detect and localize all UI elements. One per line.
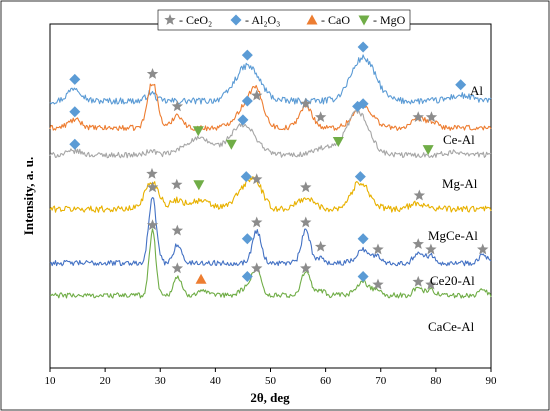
- legend-box: [157, 9, 411, 31]
- triangle-down-marker: [332, 137, 344, 147]
- star-marker: [171, 224, 184, 236]
- diamond-marker: [241, 233, 253, 245]
- star-marker: [171, 262, 184, 274]
- diamond-marker: [455, 79, 467, 91]
- series-label-al: Al: [470, 83, 483, 98]
- x-tick-label: 60: [320, 375, 332, 387]
- x-tick-label: 80: [430, 375, 442, 387]
- x-tick-label: 40: [210, 375, 222, 387]
- star-marker: [146, 68, 159, 79]
- series-trace-ce20-al: [49, 197, 492, 267]
- star-marker: [412, 111, 424, 123]
- legend-label: - Al₂O₃: [245, 13, 280, 27]
- star-marker: [146, 219, 159, 231]
- diamond-marker: [357, 41, 369, 53]
- diamond-marker: [241, 49, 253, 61]
- x-tick-label: 10: [45, 375, 57, 387]
- star-marker: [413, 189, 426, 201]
- legend: - CeO₂ - Al₂O₃ - CaO - MgO: [157, 9, 411, 31]
- star-marker: [300, 216, 312, 228]
- x-tick-label: 20: [100, 375, 112, 387]
- star-marker: [300, 181, 312, 193]
- series-label-cace-al: CaCe-Al: [428, 319, 475, 334]
- star-marker: [251, 173, 263, 185]
- star-marker: [425, 111, 438, 123]
- legend-star-icon: [164, 14, 176, 25]
- star-marker: [477, 243, 489, 255]
- star-marker: [372, 278, 384, 290]
- star-marker: [314, 111, 327, 123]
- star-marker: [251, 216, 263, 228]
- series-trace-ce-al: [49, 83, 492, 132]
- series-trace-mg-al: [49, 109, 492, 159]
- series-trace-mgce-al: [49, 176, 492, 213]
- legend-label: - CeO₂: [179, 13, 212, 27]
- legend-triangle-down-icon: [358, 15, 370, 26]
- traces: [49, 54, 492, 299]
- star-marker: [146, 181, 159, 193]
- star-marker: [171, 178, 183, 190]
- series-label-mg-al: Mg-Al: [442, 176, 478, 191]
- star-marker: [300, 262, 312, 274]
- diamond-marker: [240, 171, 252, 183]
- series-label-ce20-al: Ce20-Al: [430, 273, 475, 288]
- triangle-down-marker: [225, 139, 237, 150]
- series-label-mgce-al: MgCe-Al: [428, 228, 478, 243]
- star-marker: [251, 89, 263, 101]
- legend-diamond-icon: [230, 14, 242, 26]
- diamond-marker: [354, 171, 366, 183]
- diamond-marker: [357, 233, 369, 245]
- triangle-down-marker: [422, 145, 434, 156]
- x-tick-label: 30: [155, 375, 167, 387]
- y-axis-label: Intensity, a. u.: [21, 157, 36, 235]
- triangle-down-marker: [193, 180, 205, 191]
- star-marker: [412, 238, 424, 249]
- legend-label: - CaO: [321, 13, 350, 27]
- x-axis: 10 20 30 40 50 60 70 80 90: [45, 368, 498, 387]
- x-tick-label: 90: [486, 375, 498, 387]
- x-tick-label: 50: [265, 375, 277, 387]
- star-marker: [412, 275, 424, 287]
- diamond-marker: [352, 100, 364, 112]
- series-label-ce-al: Ce-Al: [443, 132, 475, 147]
- star-marker: [251, 262, 263, 274]
- diamond-marker: [357, 271, 369, 282]
- diamond-marker: [241, 95, 253, 107]
- series-trace-al: [49, 54, 492, 105]
- diamond-marker: [69, 138, 81, 150]
- star-marker: [171, 100, 184, 112]
- plot-frame: [49, 23, 492, 369]
- phase-markers: [69, 41, 489, 290]
- star-marker: [314, 240, 327, 252]
- star-marker: [372, 243, 384, 255]
- legend-label: - MgO: [373, 13, 406, 27]
- legend-triangle-up-icon: [306, 14, 318, 25]
- diamond-marker: [69, 106, 81, 118]
- x-tick-label: 70: [375, 375, 387, 387]
- diamond-marker: [69, 73, 81, 85]
- series-trace-cace-al: [49, 228, 492, 299]
- diamond-marker: [237, 114, 249, 126]
- x-axis-label: 2θ, deg: [250, 390, 290, 405]
- triangle-up-marker: [195, 273, 207, 284]
- triangle-down-marker: [192, 126, 204, 137]
- series-labels: Al Ce-Al Mg-Al MgCe-Al Ce20-Al CaCe-Al: [428, 83, 483, 334]
- star-marker: [425, 278, 437, 290]
- star-marker: [425, 243, 437, 255]
- star-marker: [300, 97, 312, 109]
- star-marker: [146, 167, 158, 179]
- diamond-marker: [241, 271, 253, 282]
